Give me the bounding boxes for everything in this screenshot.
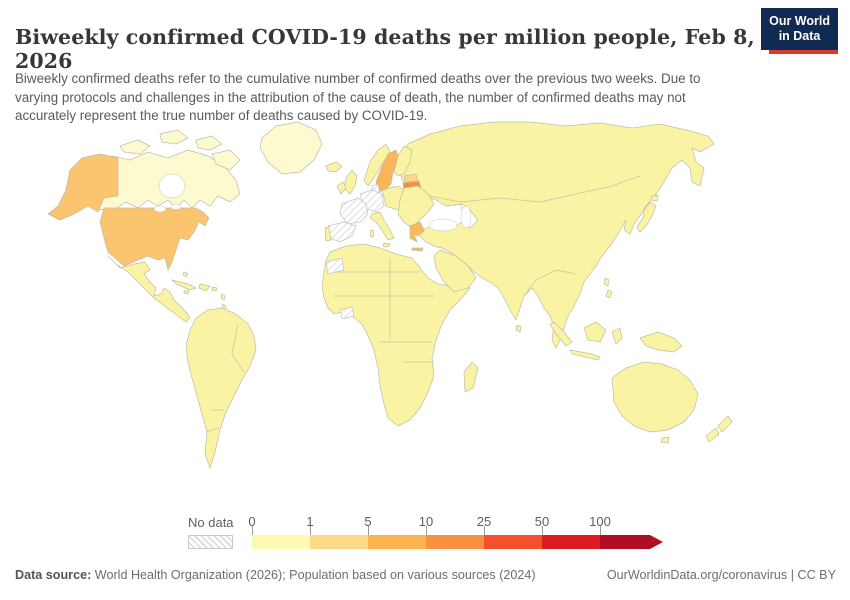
country-south-america[interactable]	[185, 307, 257, 470]
country-greece[interactable]	[409, 221, 425, 252]
canada-arctic-islands[interactable]	[119, 129, 241, 171]
country-ireland[interactable]	[336, 181, 347, 195]
country-usa[interactable]	[99, 207, 210, 272]
legend-bin-25-50[interactable]	[484, 535, 542, 549]
country-france[interactable]	[339, 197, 369, 225]
country-africa[interactable]	[321, 243, 471, 427]
legend-tickmark	[368, 526, 369, 535]
legend-tickmark	[252, 526, 253, 535]
country-portugal[interactable]	[324, 226, 332, 242]
legend-tick-1: 1	[306, 514, 314, 529]
footer-data-source-label: Data source:	[15, 568, 92, 582]
legend-bin-0-1[interactable]	[252, 535, 310, 549]
hudson-bay	[158, 173, 186, 199]
country-united-kingdom[interactable]	[343, 169, 358, 195]
country-guinea[interactable]	[339, 306, 355, 320]
country-papua-new-guinea[interactable]	[639, 331, 683, 353]
legend-no-data-label: No data	[188, 515, 234, 530]
legend-tickmark	[426, 526, 427, 535]
footer-link[interactable]: OurWorldinData.org/coronavirus | CC BY	[606, 568, 836, 582]
legend-bin-100-plus[interactable]	[600, 535, 650, 549]
legend-no-data-swatch[interactable]	[188, 535, 233, 549]
legend-tick-0: 0	[248, 514, 256, 529]
country-new-zealand[interactable]	[705, 415, 733, 443]
legend-arrow	[650, 535, 663, 549]
country-sri-lanka[interactable]	[515, 324, 522, 333]
footer-data-source: Data source: World Health Organization (…	[15, 568, 536, 582]
caspian-sea	[460, 205, 472, 229]
page-title: Biweekly confirmed COVID-19 deaths per m…	[15, 24, 755, 73]
country-norway[interactable]	[363, 143, 391, 187]
country-arabia[interactable]	[433, 249, 477, 293]
legend-tick-10: 10	[418, 514, 434, 529]
country-philippines[interactable]	[603, 277, 613, 299]
legend-bin-5-10[interactable]	[368, 535, 426, 549]
legend-tick-50: 50	[534, 514, 550, 529]
country-usa-alaska[interactable]	[47, 153, 119, 221]
great-lakes-east	[170, 204, 182, 210]
country-italy[interactable]	[369, 211, 395, 248]
country-spain[interactable]	[327, 221, 357, 243]
owid-logo[interactable]: Our World in Data	[761, 8, 838, 50]
border-asia	[403, 175, 641, 297]
country-australia[interactable]	[611, 361, 699, 433]
legend-tickmark	[310, 526, 311, 535]
country-madagascar[interactable]	[463, 361, 479, 393]
chart-subtitle: Biweekly confirmed deaths refer to the c…	[15, 71, 701, 123]
legend-tickmark	[484, 526, 485, 535]
legend-colorbar	[252, 535, 663, 549]
region-eurasia[interactable]	[397, 121, 715, 349]
great-lakes	[153, 205, 167, 213]
country-tasmania[interactable]	[660, 436, 670, 444]
country-finland[interactable]	[393, 145, 413, 177]
legend-tick-100: 100	[589, 514, 611, 529]
country-japan[interactable]	[636, 194, 659, 233]
owid-logo-line1: Our World	[769, 14, 830, 28]
legend-tickmark	[542, 526, 543, 535]
country-iceland[interactable]	[325, 161, 343, 173]
country-western-sahara[interactable]	[325, 257, 345, 275]
legend-tickmark	[600, 526, 601, 535]
islands-caribbean[interactable]	[170, 271, 227, 311]
legend-bin-1-5[interactable]	[310, 535, 368, 549]
footer-data-source-text: World Health Organization (2026); Popula…	[94, 568, 536, 582]
black-sea	[428, 218, 458, 232]
world-map	[47, 121, 733, 470]
border-africa	[328, 258, 434, 363]
owid-logo-line2: in Data	[778, 29, 821, 44]
legend-tick-25: 25	[476, 514, 492, 529]
border-south-america	[205, 323, 245, 433]
legend-bin-10-25[interactable]	[426, 535, 484, 549]
country-mexico-central-america[interactable]	[107, 255, 191, 323]
legend-bin-50-100[interactable]	[542, 535, 600, 549]
owid-logo-stripe	[769, 50, 838, 54]
country-greenland[interactable]	[259, 121, 323, 175]
legend-tick-5: 5	[364, 514, 372, 529]
country-indonesia[interactable]	[549, 321, 623, 361]
region-eastern-europe-balkans[interactable]	[397, 185, 435, 229]
